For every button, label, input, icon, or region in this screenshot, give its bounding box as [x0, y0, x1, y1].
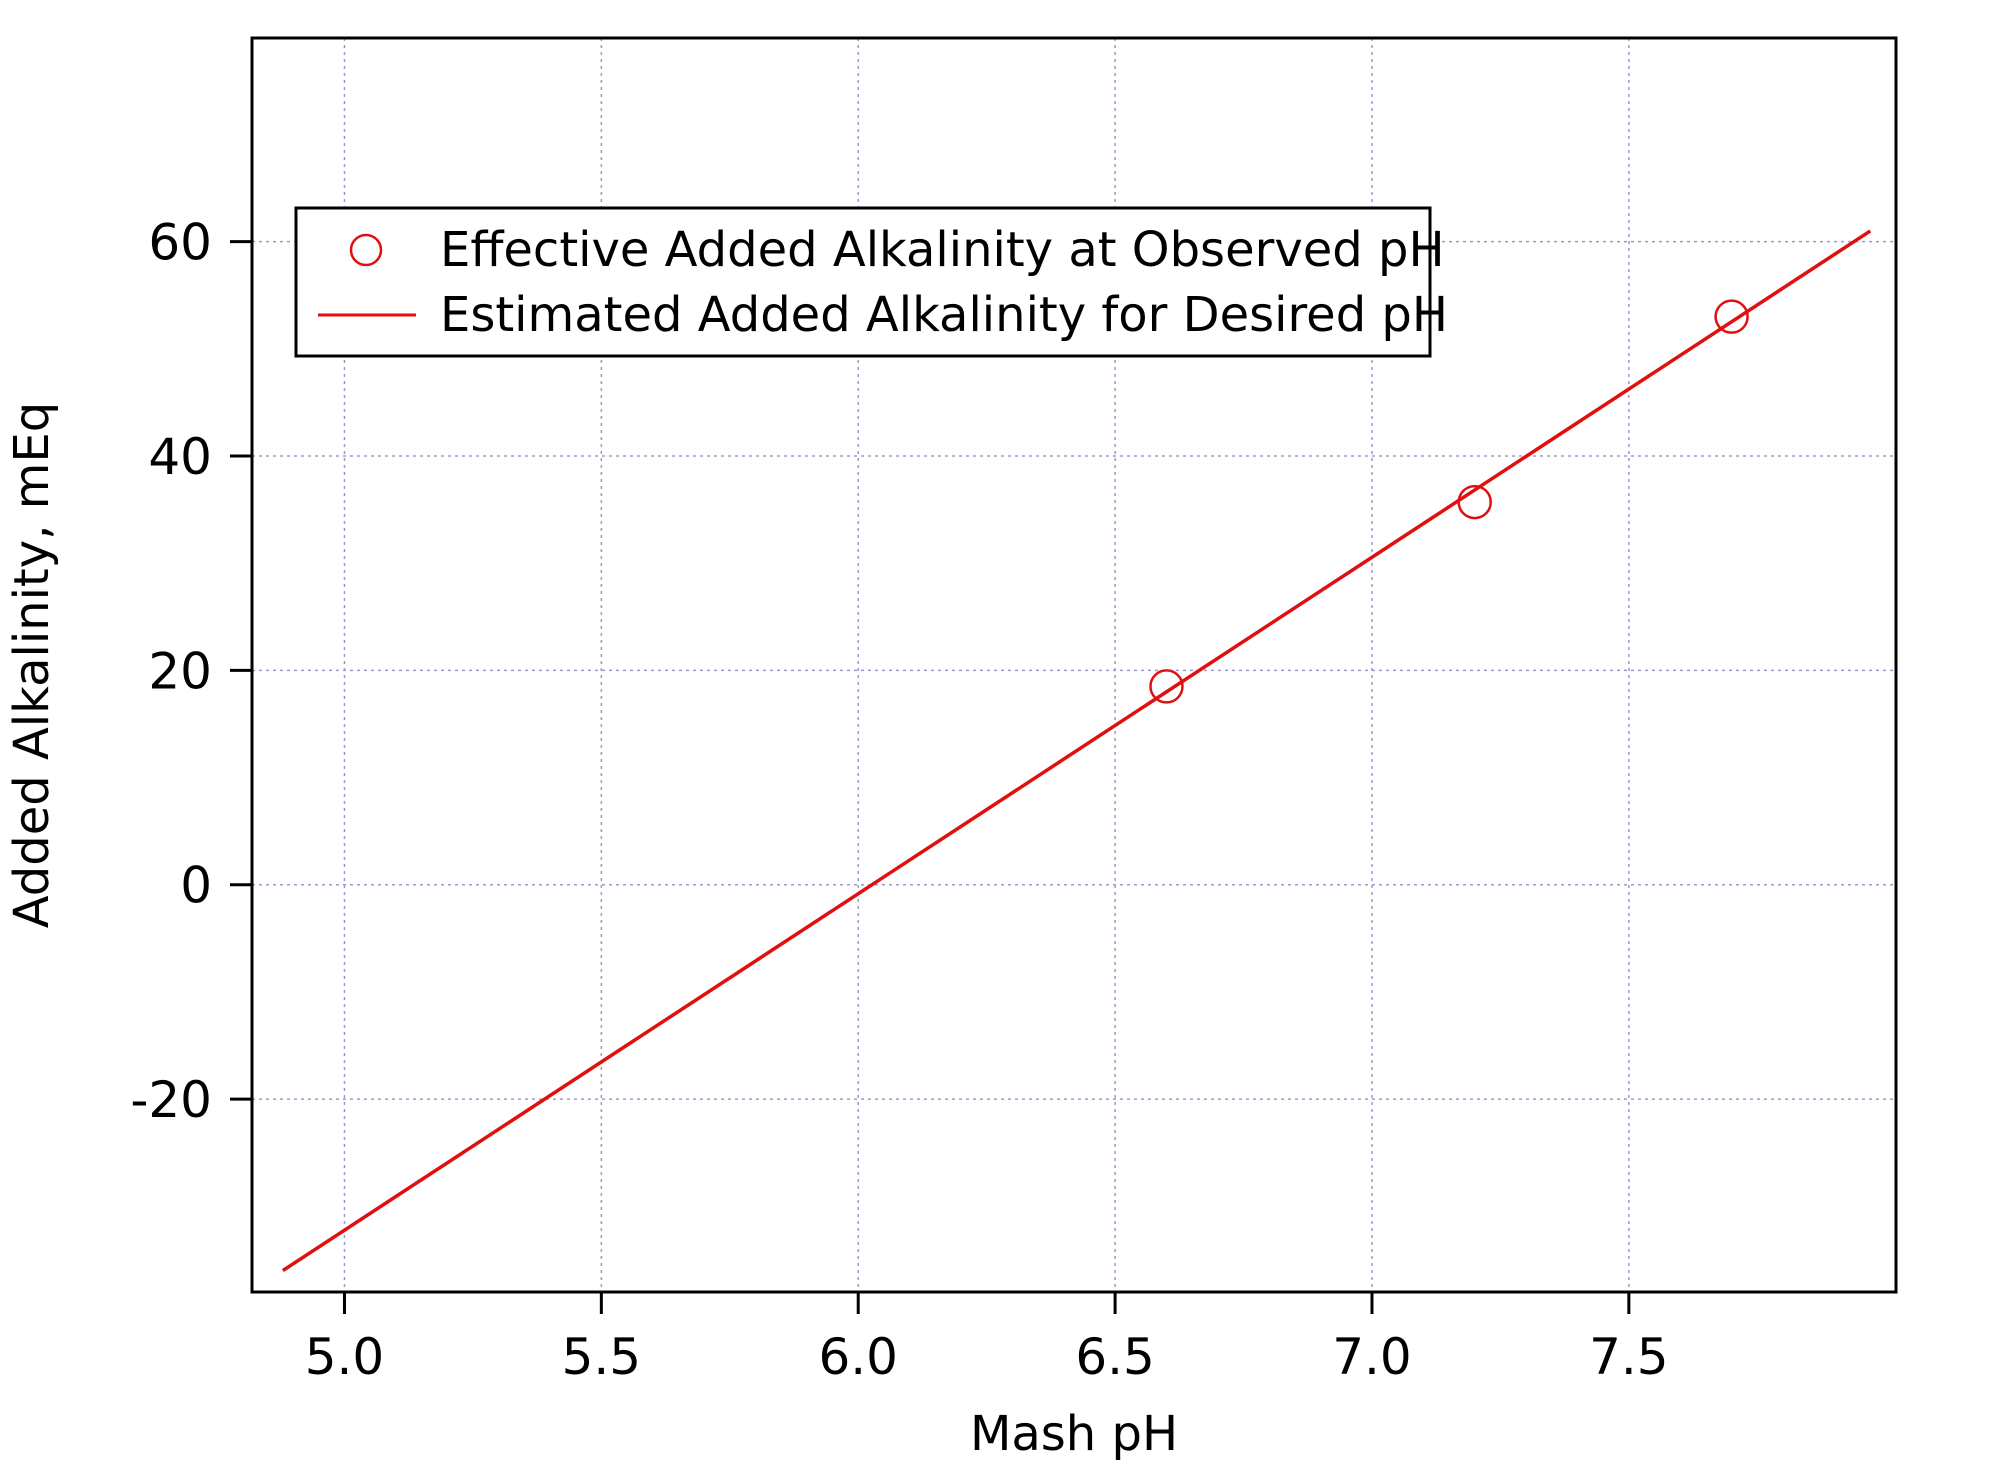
plot-data [281, 229, 1872, 1273]
x-tick-label: 5.5 [562, 1328, 642, 1386]
series-line-estimated [281, 229, 1872, 1273]
x-tick-label: 7.5 [1589, 1328, 1669, 1386]
grid [252, 38, 1896, 1292]
y-tick-label: 20 [148, 642, 212, 700]
plot-frame [250, 36, 1898, 1294]
legend-entry-estimated: Estimated Added Alkalinity for Desired p… [440, 287, 1448, 343]
y-tick-label: 0 [180, 857, 212, 915]
x-tick-label: 7.0 [1332, 1328, 1412, 1386]
y-tick-label: 60 [148, 214, 212, 272]
x-tick-label: 5.0 [305, 1328, 385, 1386]
data-point-observed [1149, 669, 1184, 704]
legend: Effective Added Alkalinity at Observed p… [294, 206, 1448, 358]
x-axis-title: Mash pH [970, 1406, 1178, 1462]
x-tick-label: 6.5 [1075, 1328, 1155, 1386]
y-tick-label: -20 [130, 1071, 212, 1129]
data-point-observed [1714, 299, 1749, 334]
axis-ticks: 5.0 5.5 6.0 6.5 7.0 7.5 -20 0 20 40 60 [130, 214, 1668, 1386]
legend-entry-observed: Effective Added Alkalinity at Observed p… [440, 222, 1445, 278]
y-tick-label: 40 [148, 428, 212, 486]
legend-box [294, 206, 1432, 358]
x-tick-label: 6.0 [818, 1328, 898, 1386]
y-axis-title: Added Alkalinity, mEq [4, 402, 60, 928]
legend-marker-circle [349, 233, 383, 267]
